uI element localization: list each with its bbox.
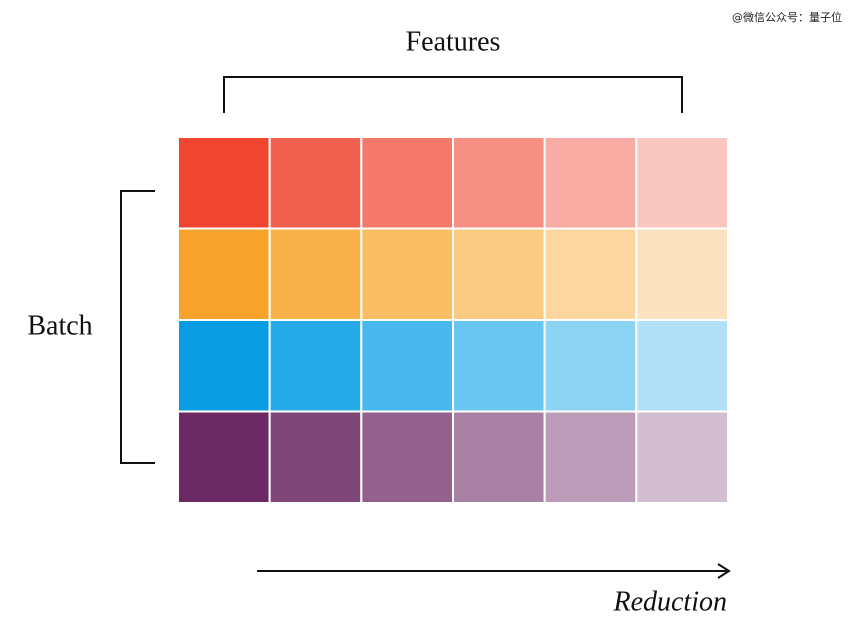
grid-cell [178, 137, 271, 230]
grid-cell [635, 227, 728, 321]
grid-cell [543, 410, 638, 503]
grid-cell [178, 410, 271, 503]
grid-cell [452, 410, 546, 503]
grid-cell [268, 227, 363, 321]
features-label: Features [406, 26, 501, 57]
grid-cell [360, 227, 455, 321]
grid-cell [543, 227, 638, 321]
grid-cell [452, 319, 546, 413]
watermark: @微信公众号：量子位 [732, 10, 842, 24]
grid-cell [543, 319, 638, 413]
grid-cell [178, 227, 271, 321]
grid-cell [635, 137, 728, 230]
grid-cell [360, 410, 455, 503]
grid-cell [268, 410, 363, 503]
grid-cell [635, 319, 728, 413]
tensor-grid [178, 137, 728, 503]
grid-cell [452, 137, 546, 230]
arrow-head [717, 563, 731, 579]
batch-bracket [120, 190, 155, 464]
grid-cell [268, 319, 363, 413]
grid-cell [452, 227, 546, 321]
reduction-label: Reduction [612, 586, 727, 617]
grid-cell [360, 137, 455, 230]
grid-cell [635, 410, 728, 503]
grid-cell [360, 319, 455, 413]
grid-cell [543, 137, 638, 230]
grid-cell [178, 319, 271, 413]
grid-cell [268, 137, 363, 230]
batch-label: Batch [27, 310, 92, 341]
features-bracket [223, 76, 683, 113]
